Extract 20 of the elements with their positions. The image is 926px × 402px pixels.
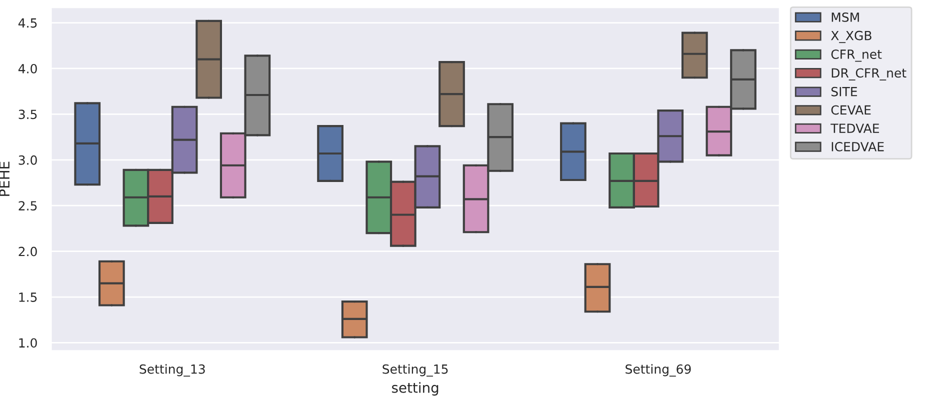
x-axis-title: setting xyxy=(392,382,438,396)
legend-label: SITE xyxy=(831,86,857,96)
legend-label: TEDVAE xyxy=(830,124,879,133)
legend-label: CFR_net xyxy=(831,50,882,62)
y-tick-label: 4.5 xyxy=(18,18,37,28)
legend-label: ICEDVAE xyxy=(832,142,884,152)
legend-label: MSM xyxy=(832,12,859,22)
x-tick-label: Setting_69 xyxy=(626,364,691,377)
y-tick-label: 1.5 xyxy=(19,292,37,302)
y-tick-label: 3.0 xyxy=(18,155,37,165)
legend-label: CEVAE xyxy=(831,105,871,115)
y-tick-label: 1.0 xyxy=(19,338,37,348)
x-tick-label: Setting_15 xyxy=(382,364,448,377)
y-tick-label: 2.0 xyxy=(18,246,37,256)
y-tick-label: 4.0 xyxy=(18,64,37,74)
y-tick-label: 2.5 xyxy=(18,201,37,211)
legend-label: DR_CFR_net xyxy=(832,68,906,80)
x-tick-label: Setting_13 xyxy=(140,364,205,377)
legend-label: X_XGB xyxy=(830,30,872,44)
y-tick-label: 3.5 xyxy=(18,110,37,120)
